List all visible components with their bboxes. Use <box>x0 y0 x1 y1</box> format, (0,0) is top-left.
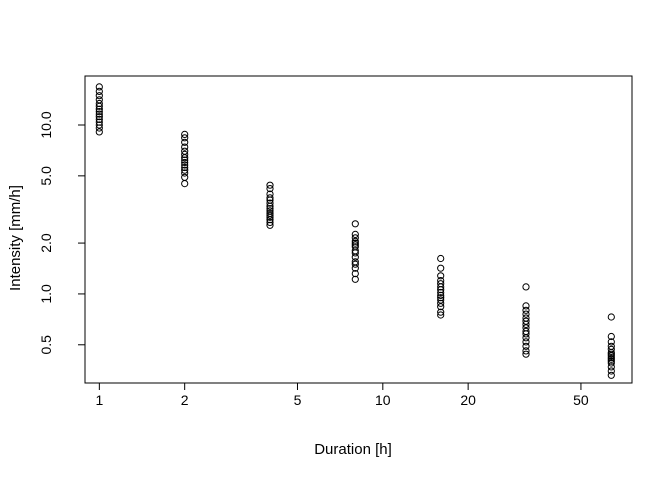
data-point <box>266 199 274 207</box>
data-point <box>181 180 189 188</box>
data-point <box>266 181 274 189</box>
data-point <box>351 249 359 257</box>
data-point <box>181 134 189 142</box>
data-point <box>266 185 274 193</box>
data-point <box>181 130 189 138</box>
data-point <box>351 264 359 272</box>
data-point <box>522 342 530 350</box>
data-point <box>351 230 359 238</box>
data-point <box>95 124 103 132</box>
data-point <box>522 306 530 314</box>
data-point <box>95 105 103 113</box>
data-point <box>437 308 445 316</box>
data-point <box>607 313 615 321</box>
data-point <box>522 283 530 291</box>
x-tick-label: 10 <box>375 392 391 408</box>
y-tick-label: 5.0 <box>38 166 54 186</box>
x-tick-label: 1 <box>95 392 103 408</box>
y-tick-label: 0.5 <box>38 335 54 355</box>
data-point <box>181 158 189 167</box>
data-point <box>95 102 103 110</box>
data-point <box>351 270 359 278</box>
data-point <box>437 296 445 304</box>
plot-frame <box>84 75 633 384</box>
data-point <box>351 275 359 283</box>
data-point <box>522 320 530 328</box>
data-point <box>95 113 103 121</box>
data-point <box>181 156 189 164</box>
data-point <box>95 121 103 129</box>
data-point <box>181 161 189 169</box>
data-point <box>437 264 445 272</box>
data-point <box>266 213 274 221</box>
data-point <box>95 108 103 116</box>
data-point <box>522 334 530 342</box>
data-point <box>266 221 274 229</box>
data-points <box>95 83 615 379</box>
x-tick-label: 5 <box>294 392 302 408</box>
data-point <box>437 311 445 319</box>
data-point <box>437 254 445 263</box>
data-point <box>181 163 189 172</box>
data-point <box>437 299 445 307</box>
data-point <box>95 87 103 96</box>
data-point <box>522 302 530 310</box>
x-tick-label: 2 <box>181 392 189 408</box>
data-point <box>266 205 274 213</box>
data-point <box>437 303 445 311</box>
x-axis: 1 2 5 10 20 50 <box>95 383 589 408</box>
data-point <box>95 92 103 100</box>
data-point <box>437 286 445 294</box>
y-tick-label: 2.0 <box>38 233 54 253</box>
data-point <box>607 332 615 341</box>
data-point <box>437 272 445 280</box>
data-point <box>522 350 530 358</box>
data-point <box>607 338 615 346</box>
data-point <box>437 294 445 302</box>
data-point <box>437 291 445 299</box>
data-point <box>181 154 189 162</box>
data-point <box>181 138 189 146</box>
x-axis-title: Duration [h] <box>314 441 392 458</box>
data-point <box>181 143 189 151</box>
data-point <box>607 363 615 371</box>
data-point <box>607 355 615 363</box>
data-point <box>607 371 615 379</box>
data-point <box>437 283 445 291</box>
data-point <box>437 288 445 297</box>
data-point <box>522 330 530 338</box>
data-point <box>95 115 103 124</box>
data-point <box>351 253 359 261</box>
data-point <box>607 359 615 367</box>
y-tick-label: 10.0 <box>38 111 54 138</box>
data-point <box>351 260 359 268</box>
data-point <box>522 347 530 355</box>
data-point <box>181 166 189 174</box>
plot-box <box>84 75 633 384</box>
data-point <box>95 99 103 108</box>
data-point <box>266 218 274 226</box>
data-point <box>181 169 189 177</box>
x-tick-label: 50 <box>573 392 589 408</box>
y-axis-title: Intensity [mm/h] <box>7 185 24 291</box>
y-tick-label: 1.0 <box>38 284 54 304</box>
data-point <box>351 234 359 242</box>
data-point <box>522 310 530 318</box>
data-point <box>607 367 615 375</box>
data-point <box>181 173 189 181</box>
data-point <box>266 216 274 224</box>
x-tick-label: 20 <box>460 392 476 408</box>
data-point <box>266 211 274 219</box>
data-point <box>351 220 359 228</box>
data-point <box>95 110 103 118</box>
data-point <box>266 194 274 202</box>
data-point <box>95 128 103 136</box>
data-point <box>522 338 530 346</box>
y-axis: 10.0 5.0 2.0 1.0 0.5 <box>38 111 85 355</box>
data-point <box>266 202 274 210</box>
data-point <box>95 83 103 91</box>
